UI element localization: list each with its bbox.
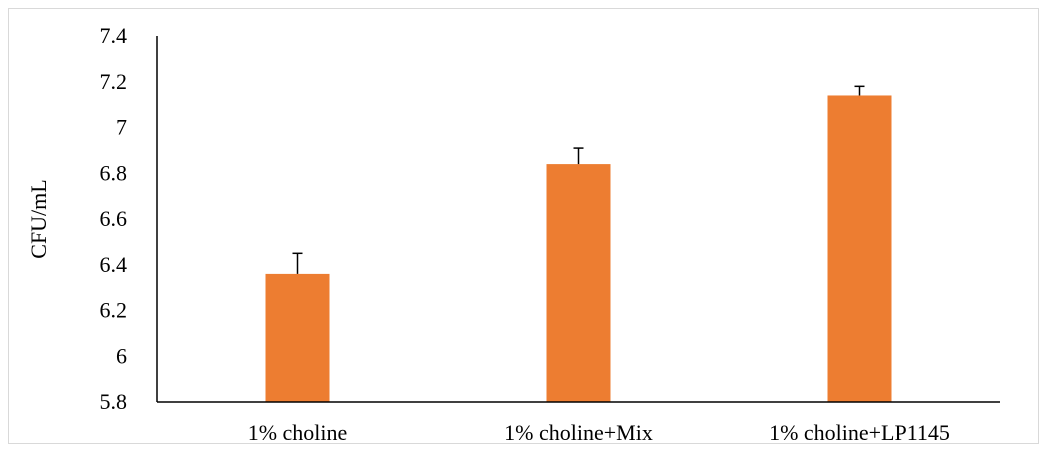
y-tick-label: 7 <box>116 115 127 140</box>
x-category-label: 1% choline+LP1145 <box>769 420 950 445</box>
category-labels: 1% choline 1% choline+Mix 1% choline+LP114… <box>248 420 950 445</box>
bar <box>827 95 892 402</box>
y-tick-label: 7.4 <box>100 23 128 48</box>
bar <box>546 164 611 402</box>
y-axis-title: CFU/mL <box>26 179 51 258</box>
bars-group <box>265 95 892 402</box>
x-category-label: 1% choline <box>248 420 348 445</box>
y-tick-label: 6.6 <box>100 206 128 231</box>
y-tick-label: 5.8 <box>100 389 128 414</box>
y-tick-label: 6.2 <box>100 298 128 323</box>
y-tick-label: 6 <box>116 343 127 368</box>
y-axis-ticks: 5.8 6 6.2 6.4 6.6 6.8 7 7.2 7.4 <box>100 23 128 414</box>
y-tick-label: 7.2 <box>100 69 128 94</box>
x-category-label: 1% choline+Mix <box>504 420 653 445</box>
bar <box>265 273 330 402</box>
y-tick-label: 6.8 <box>100 160 128 185</box>
y-tick-label: 6.4 <box>100 252 128 277</box>
error-bars-group <box>292 85 865 274</box>
